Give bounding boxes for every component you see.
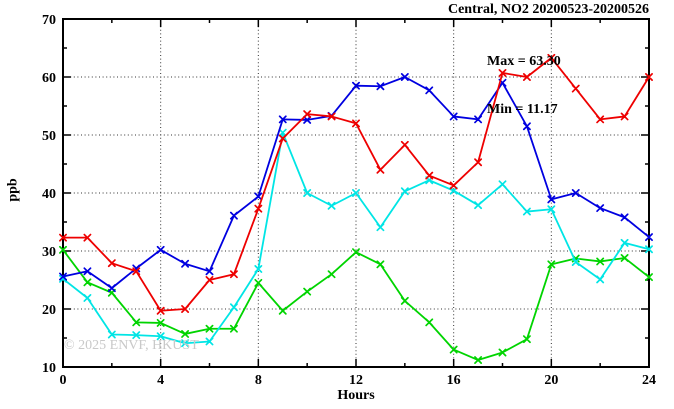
x-tick-label: 8 [255, 373, 262, 388]
min-value-label: Min = 11.17 [487, 102, 558, 117]
y-tick-label: 20 [42, 303, 56, 318]
x-tick-label: 4 [157, 373, 164, 388]
y-axis-title: ppb [5, 178, 21, 202]
copyright-watermark: © 2025 ENVF, HKUST [64, 338, 199, 353]
x-axis-title: Hours [337, 388, 375, 403]
y-tick-label: 50 [42, 129, 56, 144]
y-tick-label: 10 [42, 361, 56, 376]
series-line-blue [62, 76, 650, 290]
y-tick-label: 70 [42, 13, 56, 28]
max-min-annotation: Max = 63.30 Min = 11.17 [487, 22, 561, 150]
x-tick-label: 24 [642, 373, 656, 388]
x-tick-label: 0 [60, 373, 67, 388]
series-markers-green [59, 245, 653, 364]
series-markers-cyan [59, 128, 653, 348]
x-tick-label: 20 [544, 373, 558, 388]
x-tick-label: 12 [349, 373, 363, 388]
y-tick-label: 40 [42, 187, 56, 202]
y-tick-label: 60 [42, 71, 56, 86]
x-tick-label: 16 [447, 373, 461, 388]
series-line-cyan [62, 131, 650, 345]
series-line-red [63, 56, 650, 312]
y-tick-label: 30 [42, 245, 56, 260]
max-value-label: Max = 63.30 [487, 54, 561, 69]
series-markers-red [59, 53, 653, 315]
chart-title: Central, NO2 20200523-20200526 [447, 2, 649, 17]
